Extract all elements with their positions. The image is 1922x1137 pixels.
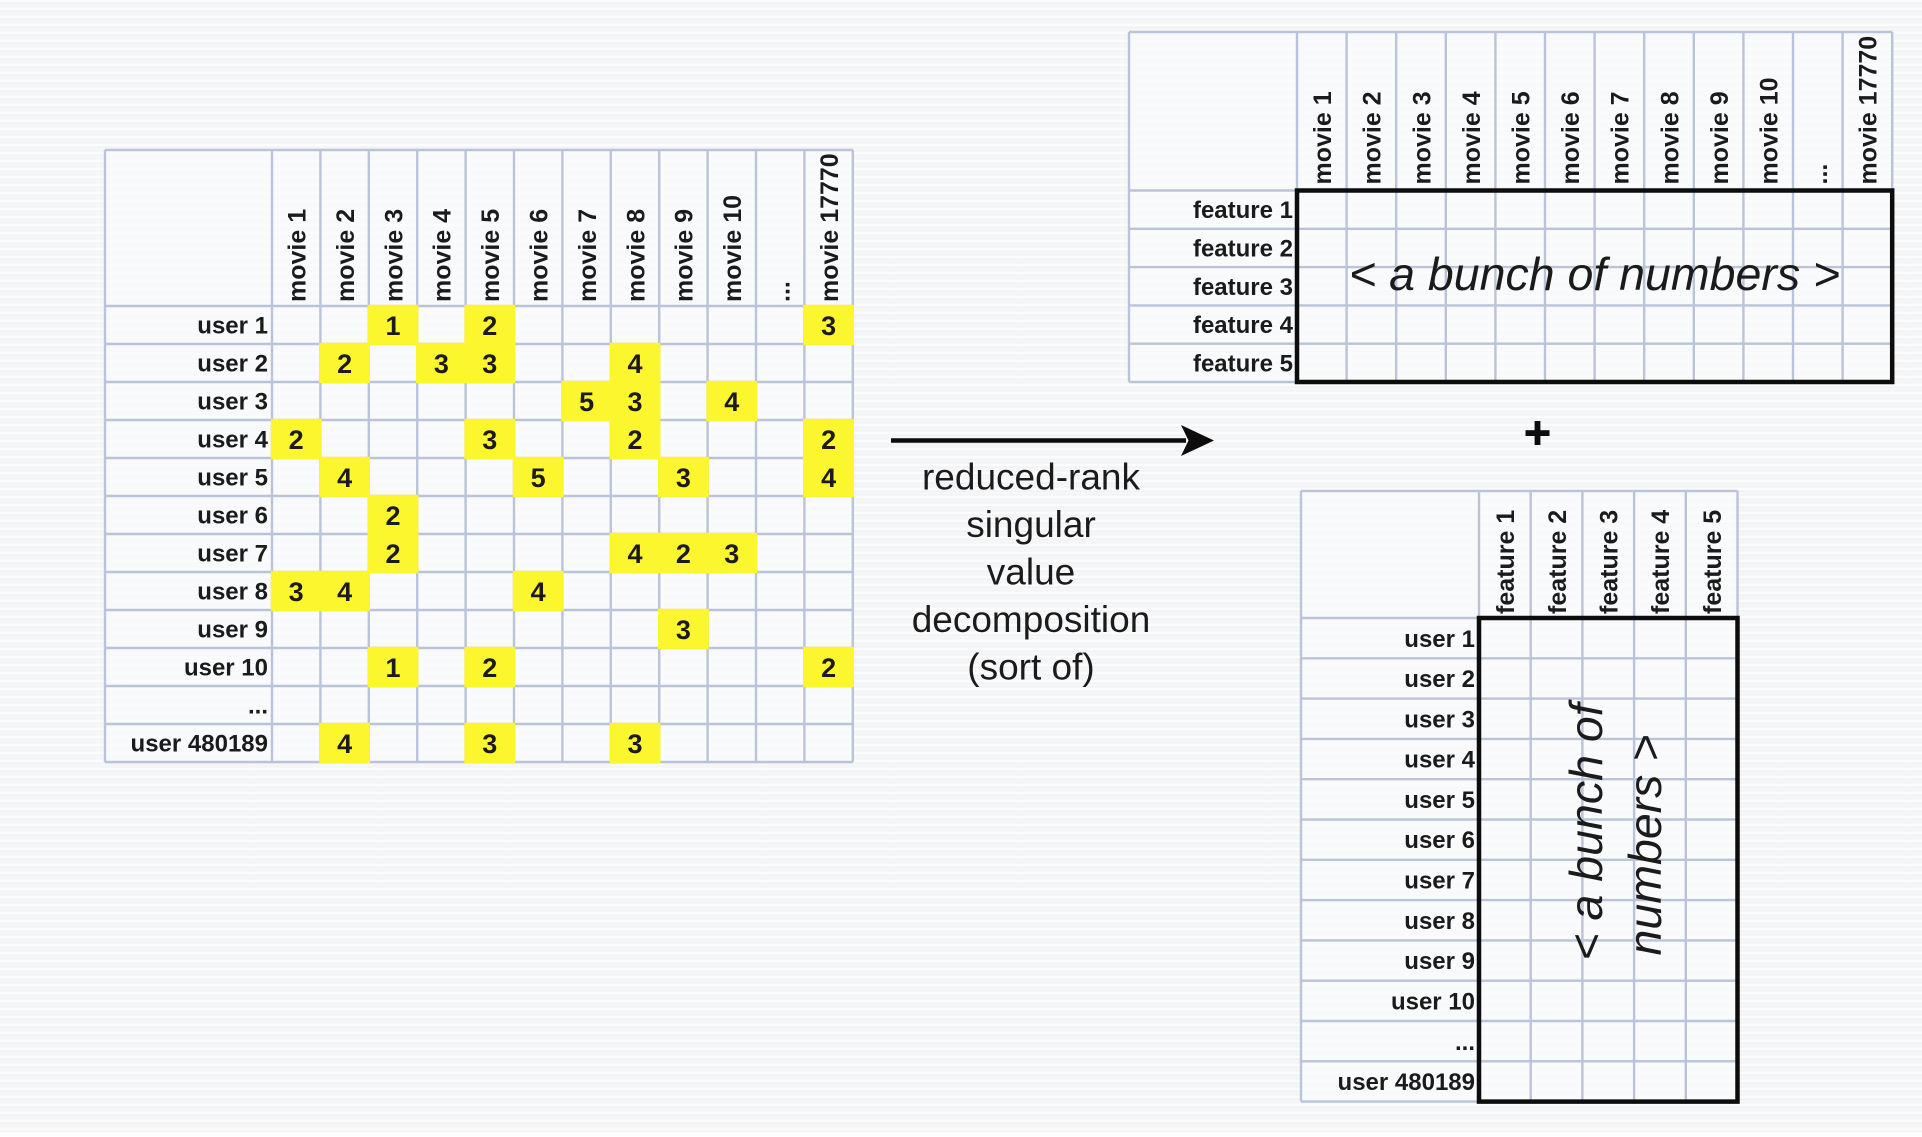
svg-text:user 2: user 2 <box>1404 666 1475 693</box>
svg-text:user 9: user 9 <box>197 617 268 644</box>
svg-text:2: 2 <box>821 653 836 683</box>
svg-text:feature 4: feature 4 <box>1647 510 1675 614</box>
svg-text:...: ... <box>248 693 268 720</box>
svg-text:user 10: user 10 <box>1391 989 1475 1016</box>
svg-text:movie 1: movie 1 <box>284 209 312 302</box>
svg-text:feature 1: feature 1 <box>1193 197 1293 224</box>
svg-text:user 7: user 7 <box>1404 868 1475 895</box>
svg-text:movie 8: movie 8 <box>622 209 650 302</box>
svg-text:user 10: user 10 <box>184 655 268 682</box>
svg-text:< a bunch of numbers >: < a bunch of numbers > <box>1349 248 1840 300</box>
svg-text:movie 9: movie 9 <box>671 209 699 302</box>
svg-text:2: 2 <box>385 539 400 569</box>
svg-text:4: 4 <box>821 463 836 493</box>
svg-text:3: 3 <box>676 615 691 645</box>
svg-text:movie 3: movie 3 <box>380 209 408 302</box>
svg-text:3: 3 <box>821 311 836 341</box>
svg-text:user 1: user 1 <box>1404 626 1475 653</box>
svg-text:movie 7: movie 7 <box>574 209 602 302</box>
svg-text:4: 4 <box>531 577 546 607</box>
svg-text:4: 4 <box>627 539 642 569</box>
svg-text:4: 4 <box>724 387 739 417</box>
svg-text:movie 2: movie 2 <box>1359 91 1387 184</box>
svg-text:3: 3 <box>482 729 497 759</box>
svg-text:movie 10: movie 10 <box>1756 77 1784 184</box>
svg-text:user 6: user 6 <box>1404 827 1475 854</box>
svg-text:4: 4 <box>337 463 352 493</box>
svg-text:decomposition: decomposition <box>912 599 1151 640</box>
svg-text:reduced-rank: reduced-rank <box>922 457 1141 498</box>
svg-text:movie 4: movie 4 <box>1458 91 1486 184</box>
svg-text:user 9: user 9 <box>1404 948 1475 975</box>
svg-text:3: 3 <box>627 729 642 759</box>
svg-text:user 4: user 4 <box>197 427 268 454</box>
svg-text:movie 2: movie 2 <box>332 209 360 302</box>
svg-text:feature 2: feature 2 <box>1193 236 1293 263</box>
svg-text:user 7: user 7 <box>197 541 268 568</box>
svg-text:...: ... <box>768 281 796 302</box>
svg-text:feature 4: feature 4 <box>1193 312 1294 339</box>
svg-text:movie 5: movie 5 <box>477 209 505 302</box>
svg-text:numbers >: numbers > <box>1619 735 1671 956</box>
svg-text:3: 3 <box>724 539 739 569</box>
svg-text:1: 1 <box>385 653 400 683</box>
svg-text:feature 1: feature 1 <box>1492 510 1520 614</box>
svg-text:3: 3 <box>434 349 449 379</box>
svg-text:user 3: user 3 <box>1404 706 1475 733</box>
svg-text:user 2: user 2 <box>197 351 268 378</box>
svg-text:2: 2 <box>482 311 497 341</box>
svg-text:user 480189: user 480189 <box>131 731 268 758</box>
svg-text:movie 1: movie 1 <box>1309 91 1337 184</box>
svg-text:user 6: user 6 <box>197 503 268 530</box>
svg-text:user 1: user 1 <box>197 313 268 340</box>
svg-text:1: 1 <box>385 311 400 341</box>
svg-text:2: 2 <box>482 653 497 683</box>
svg-text:4: 4 <box>337 729 352 759</box>
svg-text:movie 7: movie 7 <box>1607 91 1635 184</box>
svg-text:movie 17770: movie 17770 <box>816 153 844 302</box>
svg-text:feature 5: feature 5 <box>1193 350 1293 377</box>
svg-text:user 5: user 5 <box>1404 787 1475 814</box>
svg-text:2: 2 <box>337 349 352 379</box>
svg-text:movie 8: movie 8 <box>1656 91 1684 184</box>
svg-text:user 4: user 4 <box>1404 747 1475 774</box>
svg-text:(sort of): (sort of) <box>967 647 1094 688</box>
svg-text:user 5: user 5 <box>197 465 268 492</box>
svg-text:4: 4 <box>337 577 352 607</box>
svg-text:3: 3 <box>482 425 497 455</box>
svg-text:movie 6: movie 6 <box>526 209 554 302</box>
svg-text:user 8: user 8 <box>1404 908 1475 935</box>
svg-text:movie 17770: movie 17770 <box>1855 36 1883 185</box>
svg-text:...: ... <box>1455 1029 1475 1056</box>
svg-text:2: 2 <box>821 425 836 455</box>
svg-text:value: value <box>987 552 1075 593</box>
svg-text:user 3: user 3 <box>197 389 268 416</box>
svg-text:movie 10: movie 10 <box>719 195 747 302</box>
svg-text:...: ... <box>1805 164 1833 185</box>
svg-text:2: 2 <box>385 501 400 531</box>
svg-text:2: 2 <box>289 425 304 455</box>
svg-text:user 8: user 8 <box>197 579 268 606</box>
svg-text:5: 5 <box>531 463 546 493</box>
svg-text:feature 3: feature 3 <box>1596 510 1624 614</box>
svg-text:3: 3 <box>627 387 642 417</box>
svg-text:movie 9: movie 9 <box>1706 91 1734 184</box>
svg-text:2: 2 <box>676 539 691 569</box>
svg-text:movie 5: movie 5 <box>1508 91 1536 184</box>
svg-text:movie 6: movie 6 <box>1557 91 1585 184</box>
svg-text:4: 4 <box>627 349 642 379</box>
svg-text:< a bunch of: < a bunch of <box>1560 699 1612 960</box>
svg-text:3: 3 <box>676 463 691 493</box>
svg-text:3: 3 <box>289 577 304 607</box>
svg-text:feature 2: feature 2 <box>1544 510 1572 614</box>
svg-text:feature 3: feature 3 <box>1193 274 1293 301</box>
svg-text:3: 3 <box>482 349 497 379</box>
svg-text:singular: singular <box>966 504 1096 545</box>
svg-text:movie 3: movie 3 <box>1408 91 1436 184</box>
svg-text:feature 5: feature 5 <box>1699 510 1727 614</box>
svg-text:2: 2 <box>627 425 642 455</box>
svg-text:5: 5 <box>579 387 594 417</box>
svg-text:movie 4: movie 4 <box>429 209 457 302</box>
svg-text:user 480189: user 480189 <box>1338 1069 1475 1096</box>
